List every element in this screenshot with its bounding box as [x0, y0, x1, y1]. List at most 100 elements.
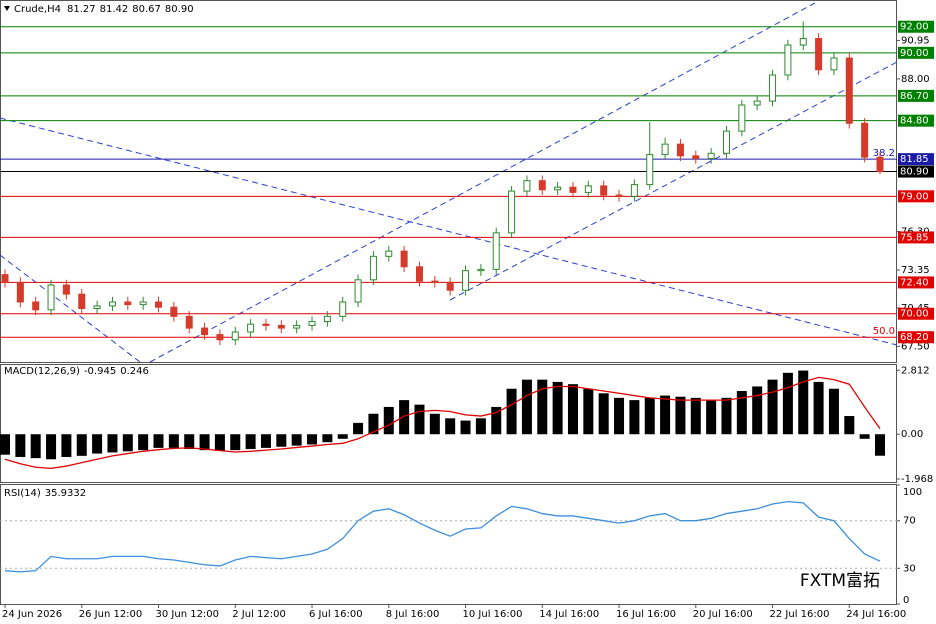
x-tick-label: 8 Jul 16:00	[386, 609, 440, 620]
macd-bar	[353, 422, 364, 435]
channel-lower	[449, 61, 898, 301]
macd-bar	[15, 434, 26, 457]
x-tick-label: 24 Jun 2026	[2, 609, 62, 620]
candle-body	[354, 279, 362, 303]
candle-body	[753, 100, 761, 106]
level-label: 81.85	[900, 154, 929, 165]
y-tick-label: 30	[903, 563, 916, 574]
macd-bar	[30, 434, 41, 459]
macd-bar	[767, 379, 778, 435]
x-tick-label: 22 Jul 16:00	[770, 609, 830, 620]
macd-bar	[598, 393, 609, 435]
macd-bar	[429, 413, 440, 435]
candle-body	[32, 301, 40, 311]
macd-bar	[230, 434, 241, 451]
candle-body	[293, 324, 301, 329]
macd-bar	[537, 379, 548, 435]
candle-body	[124, 301, 132, 306]
level-label: 68.20	[900, 332, 929, 343]
x-tick-label: 2 Jul 12:00	[232, 609, 286, 620]
menu-arrow[interactable]	[4, 6, 10, 11]
level-label: 75.85	[900, 232, 929, 243]
candle-body	[385, 250, 393, 257]
macd-bar	[46, 434, 57, 460]
candle-body	[830, 57, 838, 71]
candle-body	[431, 280, 439, 283]
level-label-box	[898, 165, 934, 178]
channel-upper	[149, 2, 816, 363]
macd-bar	[107, 434, 118, 453]
candle-body	[600, 185, 608, 196]
macd-bar	[322, 434, 333, 443]
macd-bar	[368, 413, 379, 435]
macd-bar	[168, 434, 179, 448]
candle-body	[769, 74, 777, 102]
candle-body	[231, 331, 239, 341]
header: Crude,H4 81.27 81.42 80.67 80.90	[14, 4, 194, 15]
macd-bar	[414, 404, 425, 435]
candle-body	[462, 270, 470, 291]
candle-body	[508, 190, 516, 234]
macd-bar	[61, 434, 72, 457]
macd-bar	[798, 370, 809, 435]
candle-body	[523, 180, 531, 192]
level-label-box	[898, 190, 934, 203]
level-label-box	[898, 46, 934, 59]
macd-bar	[260, 434, 271, 448]
level-label: 86.70	[900, 91, 929, 102]
down-trend-line	[0, 117, 898, 346]
macd-bar	[567, 384, 578, 435]
quote-high: 81.42	[100, 4, 129, 15]
candle-body	[722, 130, 730, 154]
y-tick-label: 73.35	[901, 265, 930, 276]
y-tick-label: 88.00	[901, 74, 930, 85]
macd-bar	[736, 391, 747, 435]
y-tick-label: -1.968	[901, 474, 933, 485]
level-label-box	[898, 276, 934, 289]
level-label-box	[898, 20, 934, 33]
candle-body	[170, 306, 178, 317]
macd-bar	[153, 434, 164, 448]
candle-body	[339, 301, 347, 317]
candle-body	[845, 57, 853, 124]
candle-body	[815, 37, 823, 71]
x-tick-label: 16 Jul 16:00	[616, 609, 676, 620]
macd-bar	[122, 434, 133, 452]
macd-panel	[0, 364, 897, 483]
candle-body	[308, 321, 316, 326]
level-label-box	[898, 89, 934, 102]
rsi-panel	[0, 484, 897, 605]
macd-bar	[475, 418, 486, 435]
level-label: 70.00	[900, 309, 929, 320]
candle-body	[799, 37, 807, 46]
level-label-box	[898, 153, 934, 166]
x-tick-label: 6 Jul 16:00	[309, 609, 363, 620]
candle-body	[538, 180, 546, 191]
macd-bar	[491, 406, 502, 435]
candle-body	[323, 315, 331, 323]
macd-bar	[813, 381, 824, 435]
candle-body	[876, 156, 884, 173]
candle-body	[477, 268, 485, 272]
candle-body	[676, 143, 684, 157]
level-label-box	[898, 114, 934, 127]
y-tick-label: 2.812	[901, 365, 930, 376]
x-tick-label: 24 Jul 16:00	[846, 609, 906, 620]
candle-body	[415, 266, 423, 282]
level-label-box	[898, 307, 934, 320]
quote-low: 80.67	[132, 4, 161, 15]
macd-bar	[690, 397, 701, 435]
candle-body	[784, 44, 792, 76]
candle-body	[400, 250, 408, 268]
candle-body	[216, 334, 224, 341]
macd-bar	[583, 388, 594, 435]
macd-bar	[844, 416, 855, 435]
macd-bar	[828, 388, 839, 435]
candle-body	[569, 186, 577, 193]
candle-body	[630, 184, 638, 197]
price-panel	[0, 0, 897, 363]
macd-bar	[337, 434, 348, 439]
candle-body	[201, 327, 209, 336]
